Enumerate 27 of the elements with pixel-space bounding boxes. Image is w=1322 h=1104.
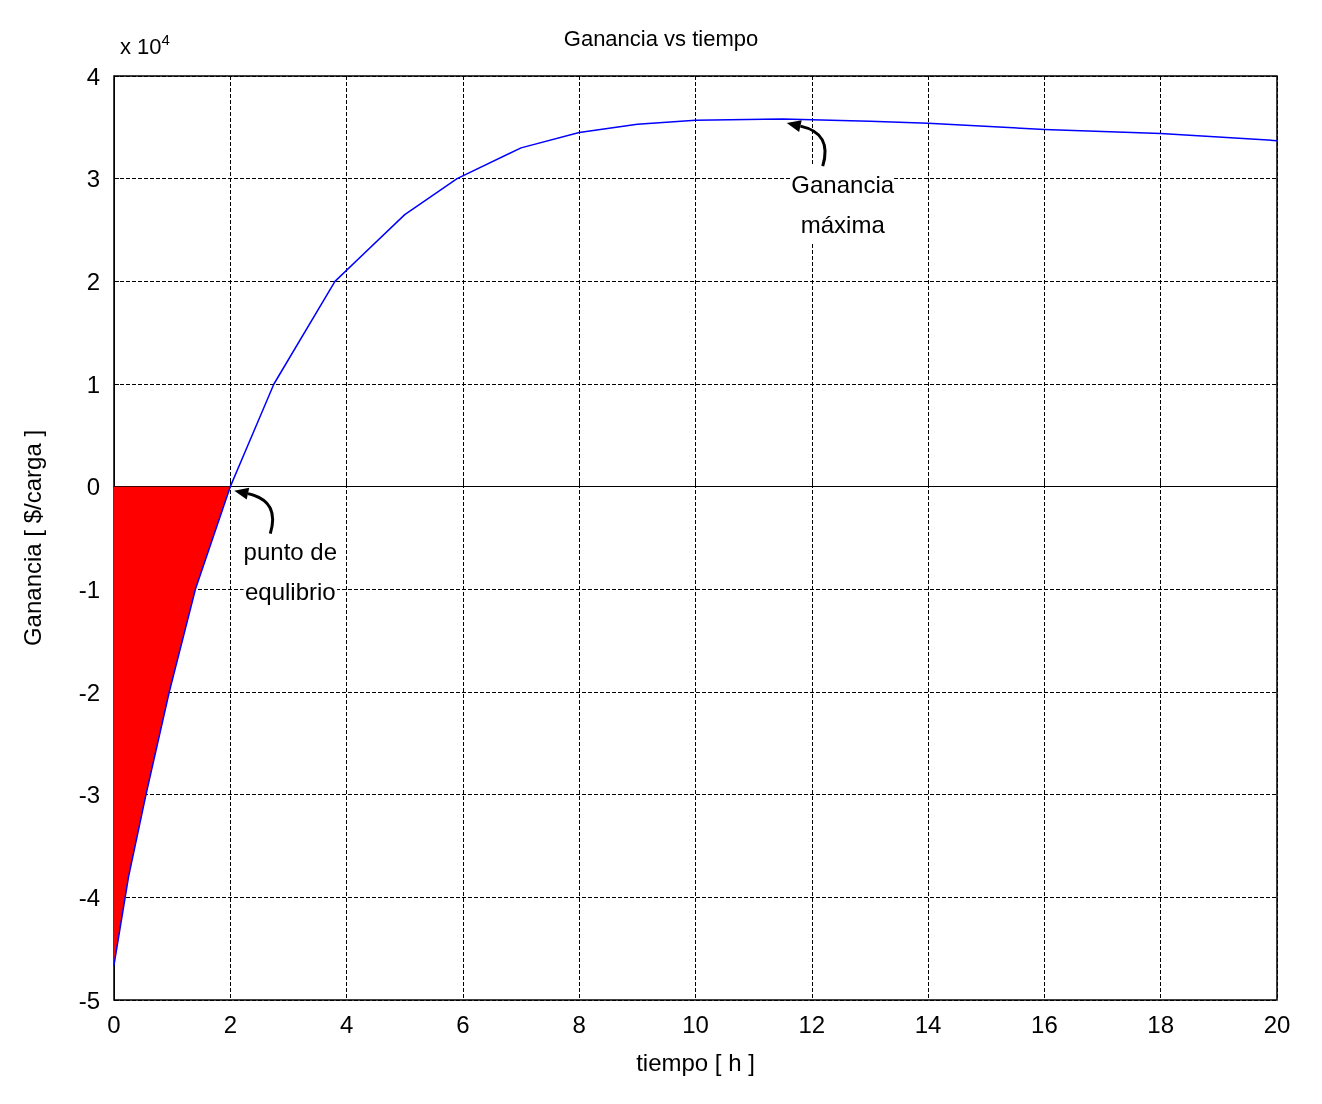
x-tick-label: 16 [1031, 1010, 1058, 1038]
y-tick-label: 2 [86, 267, 100, 295]
x-tick-label: 20 [1263, 1010, 1291, 1038]
x-tick-label: 4 [339, 1010, 354, 1038]
x-tick-label: 2 [223, 1010, 237, 1038]
chart-title: Ganancia vs tiempo [563, 25, 759, 51]
y-tick-label: 0 [86, 473, 100, 501]
y-tick-label: -1 [78, 575, 100, 603]
x-tick-label: 6 [456, 1010, 470, 1038]
y-tick-label: -4 [78, 883, 100, 911]
x-tick-label: 10 [682, 1010, 709, 1038]
x-tick-label: 14 [914, 1010, 942, 1038]
x-tick-label: 18 [1147, 1010, 1175, 1038]
line-series [113, 118, 1278, 966]
x-tick-label: 0 [107, 1010, 121, 1038]
x-tick-label: 8 [572, 1010, 586, 1038]
annotation: punto de equlibrio [243, 538, 338, 606]
y-tick-label: 1 [86, 370, 100, 398]
annotation: Ganancia máxima [791, 170, 895, 238]
y-tick-label: 3 [86, 165, 100, 193]
x-tick-label: 12 [798, 1010, 826, 1038]
y-tick-label: -2 [78, 678, 100, 706]
y-tick-label: -5 [78, 986, 100, 1014]
y-axis-title: Ganancia [ $/carga ] [18, 429, 46, 647]
x-axis-title: tiempo [ h ] [636, 1048, 755, 1076]
y-tick-label: -3 [78, 781, 100, 809]
y-tick-label: 4 [86, 62, 100, 90]
